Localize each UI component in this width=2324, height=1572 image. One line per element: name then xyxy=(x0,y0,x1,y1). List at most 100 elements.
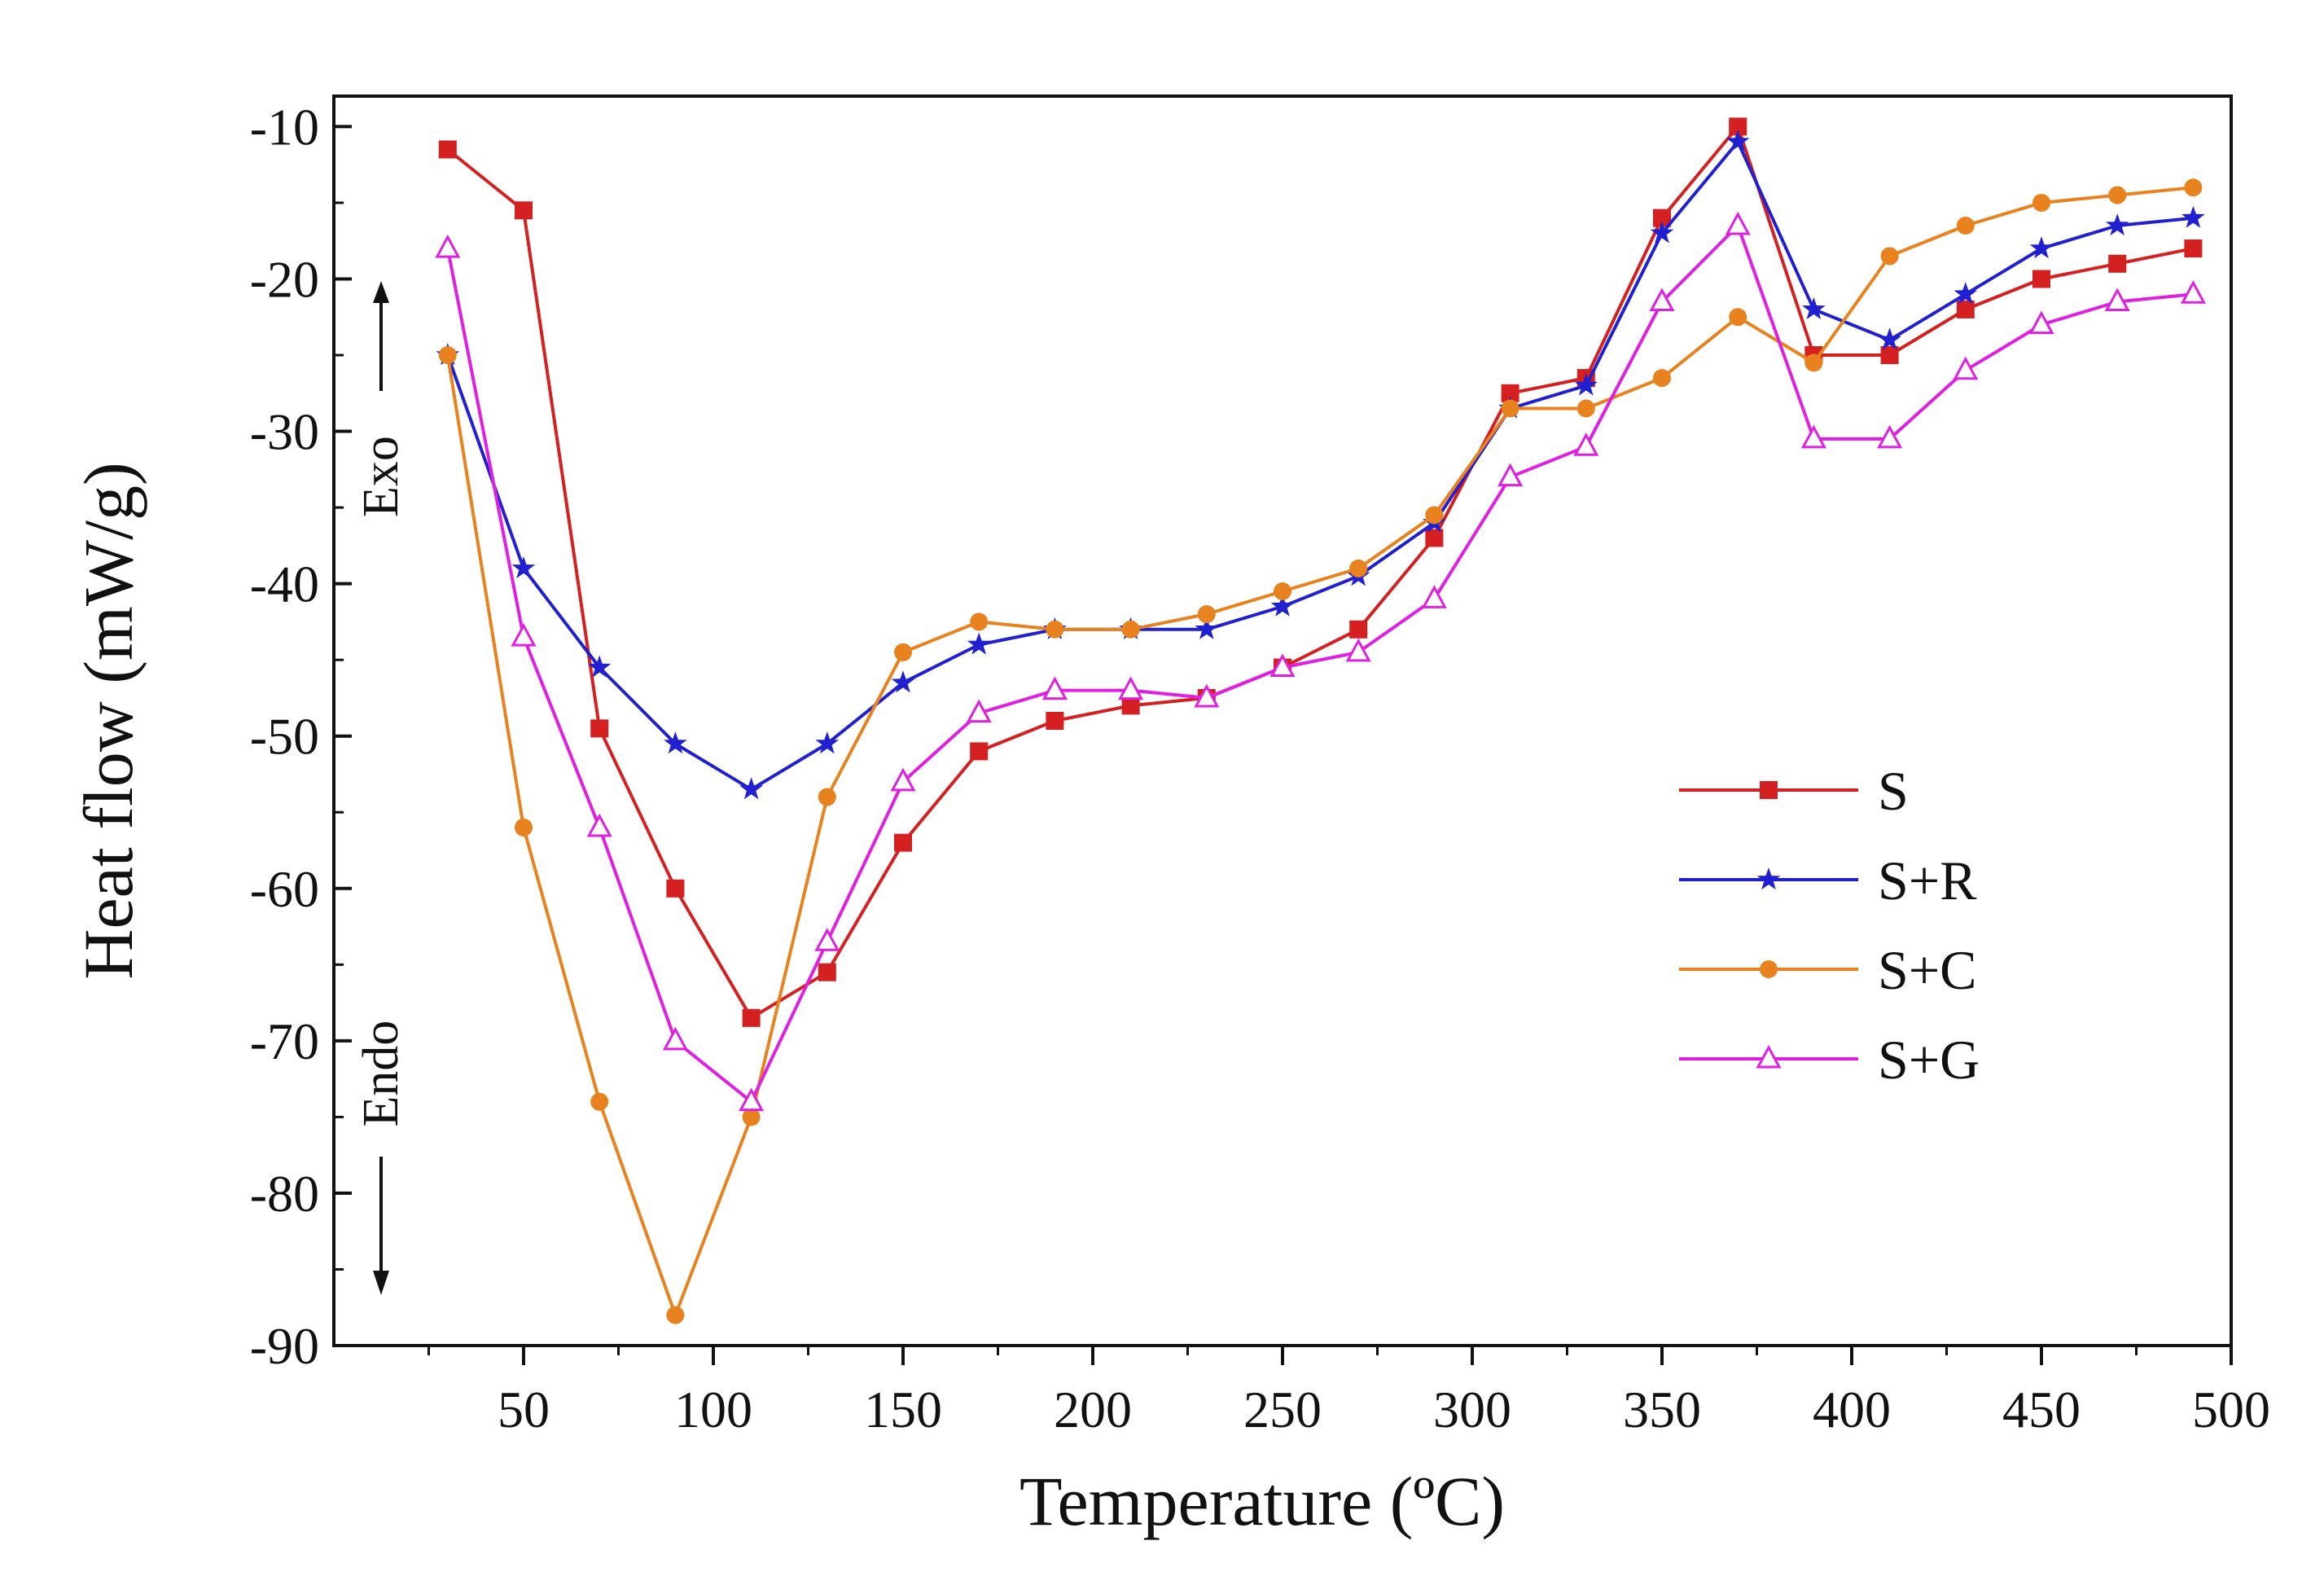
data-point-s xyxy=(1425,529,1444,547)
legend-item-s: S xyxy=(1679,760,1909,822)
data-point-s-plus-c xyxy=(1880,247,1899,266)
data-point-s-plus-r xyxy=(511,555,536,579)
data-point-s-plus-c xyxy=(1425,506,1444,525)
x-tick-label: 300 xyxy=(1433,1381,1511,1438)
data-point-s-plus-c xyxy=(1197,605,1216,624)
data-point-s-plus-g xyxy=(739,1087,765,1112)
data-point-s-plus-r xyxy=(664,731,687,754)
y-tick-label: -10 xyxy=(250,98,319,156)
x-tick-label: 400 xyxy=(1813,1381,1891,1438)
data-point-s xyxy=(1046,712,1064,730)
data-point-s-plus-c xyxy=(438,346,457,365)
data-point-s-plus-c xyxy=(1956,217,1975,235)
data-point-s xyxy=(1956,300,1975,318)
data-point-s xyxy=(970,742,989,761)
data-point-s-plus-c xyxy=(1121,620,1140,639)
data-point-s-plus-r xyxy=(815,731,840,754)
data-point-s xyxy=(666,879,685,898)
data-point-s-plus-g xyxy=(1269,653,1296,678)
legend-item-s-plus-c: S+C xyxy=(1679,939,1977,1001)
series-line-s-plus-r xyxy=(445,140,2194,792)
data-point-s-plus-g xyxy=(511,622,537,647)
x-axis-ticks: 50 100 150 200 250 300 350 400 450 500 xyxy=(428,1346,2270,1438)
data-point-s-plus-g xyxy=(1649,288,1675,312)
x-tick-label: 250 xyxy=(1243,1381,1322,1438)
legend-label: S+C xyxy=(1878,939,1977,1001)
data-point-s-plus-c xyxy=(1046,620,1064,639)
data-point-s-plus-g xyxy=(966,699,992,723)
data-point-s xyxy=(818,963,836,981)
legend-marker xyxy=(1756,867,1781,890)
x-tick-label: 450 xyxy=(2002,1381,2081,1438)
x-axis-title: Temperature (ºC) xyxy=(1019,1462,1505,1540)
y-axis-title: Heat flow (mW/g) xyxy=(69,462,147,979)
x-tick-label: 200 xyxy=(1054,1381,1132,1438)
exo-arrow-head xyxy=(373,281,389,303)
data-point-s-plus-c xyxy=(742,1108,761,1126)
data-point-s-plus-g xyxy=(1118,676,1144,700)
data-point-s xyxy=(742,1008,761,1027)
exo-label: Exo xyxy=(353,436,409,517)
series-s xyxy=(438,117,2203,1027)
data-point-s-plus-c xyxy=(894,643,912,661)
legend: S S+R S+C S+G xyxy=(1679,760,1980,1091)
data-point-s xyxy=(1121,696,1140,715)
data-point-s-plus-r xyxy=(2029,236,2054,259)
data-point-s-plus-c xyxy=(1653,369,1671,388)
x-tick-label: 100 xyxy=(674,1381,752,1438)
data-point-s-plus-g xyxy=(1800,424,1826,449)
data-point-s-plus-g xyxy=(1345,638,1371,662)
data-point-s-plus-r xyxy=(739,777,763,800)
data-point-s-plus-c xyxy=(515,818,533,836)
endo-indicator: Endo xyxy=(353,1021,409,1295)
data-point-s-plus-g xyxy=(1877,424,1903,449)
series-s-plus-r xyxy=(436,130,2205,800)
legend-marker xyxy=(1760,960,1778,978)
data-point-s-plus-c xyxy=(818,788,836,806)
data-point-s-plus-g xyxy=(1041,676,1068,700)
y-tick-label: -20 xyxy=(250,250,319,308)
data-point-s-plus-r xyxy=(891,670,915,693)
data-point-s-plus-g xyxy=(814,928,840,951)
data-point-s xyxy=(515,201,533,220)
data-point-s-plus-r xyxy=(1574,373,1598,396)
data-point-s xyxy=(1880,346,1899,365)
data-point-s-plus-c xyxy=(1729,308,1747,327)
data-point-s-plus-r xyxy=(1878,327,1901,350)
data-point-s-plus-g xyxy=(1573,433,1599,456)
data-point-s-plus-g xyxy=(1497,463,1524,487)
series-line-s-plus-c xyxy=(445,186,2194,1317)
x-tick-label: 500 xyxy=(2192,1381,2270,1438)
data-point-s-plus-c xyxy=(590,1092,609,1111)
data-point-s xyxy=(1729,117,1747,136)
data-point-s-plus-c xyxy=(2184,178,2203,197)
data-point-s xyxy=(894,833,912,852)
x-tick-label: 150 xyxy=(864,1381,942,1438)
data-point-s-plus-c xyxy=(2032,193,2050,212)
data-point-s-plus-g xyxy=(662,1026,688,1051)
data-point-s xyxy=(1501,384,1519,402)
data-point-s xyxy=(1653,209,1671,227)
data-point-s-plus-r xyxy=(967,632,991,655)
series-s-plus-g xyxy=(435,211,2206,1112)
data-point-s xyxy=(2032,270,2050,288)
x-tick-label: 50 xyxy=(498,1381,550,1438)
data-point-s xyxy=(1349,620,1368,639)
data-point-s-plus-r xyxy=(587,655,612,678)
data-point-s xyxy=(2184,239,2203,258)
data-point-s-plus-c xyxy=(1501,399,1519,418)
data-point-s-plus-c xyxy=(1274,582,1291,600)
data-point-s-plus-r xyxy=(1953,282,1978,305)
y-tick-label: -30 xyxy=(250,403,319,461)
data-point-s-plus-r xyxy=(2181,205,2205,228)
y-tick-label: -90 xyxy=(250,1317,319,1375)
legend-marker xyxy=(1760,781,1778,799)
data-point-s-plus-g xyxy=(2180,280,2206,304)
x-tick-label: 350 xyxy=(1623,1381,1701,1438)
endo-arrow-head xyxy=(373,1271,389,1295)
data-point-s xyxy=(590,719,609,738)
data-point-s-plus-g xyxy=(2028,310,2054,335)
data-point-s-plus-r xyxy=(1725,130,1750,152)
data-point-s-plus-r xyxy=(1270,594,1295,617)
